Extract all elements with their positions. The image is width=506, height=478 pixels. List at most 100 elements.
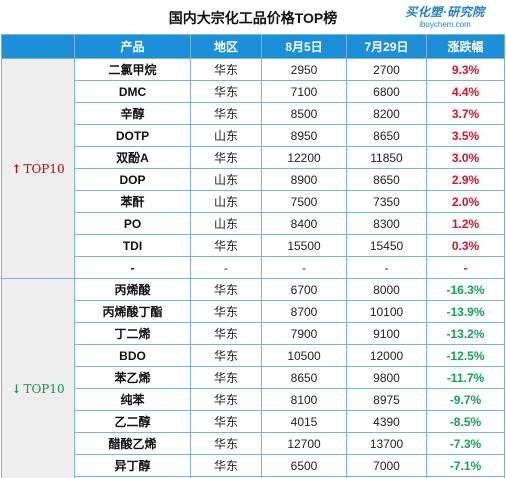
aug5-price-cell: 8650 bbox=[261, 366, 347, 389]
jul29-price-cell: 8650 bbox=[346, 168, 427, 191]
header-region: 地区 bbox=[190, 34, 262, 59]
product-cell: DMC bbox=[74, 80, 191, 103]
jul29-price-cell: 8200 bbox=[346, 102, 427, 125]
aug5-price-cell: 8400 bbox=[261, 212, 347, 235]
group-label-text: TOP10 bbox=[23, 161, 65, 176]
region-cell: 华东 bbox=[190, 234, 262, 257]
product-cell: 丙烯酸 bbox=[74, 278, 191, 301]
aug5-price-cell: 7500 bbox=[261, 190, 347, 213]
table-row: 纯苯 华东 8100 8975 -9.7% bbox=[2, 388, 505, 411]
region-cell: 山东 bbox=[190, 168, 262, 191]
header-product: 产品 bbox=[74, 34, 191, 59]
decline-group-label: ↓ TOP10 bbox=[1, 278, 75, 478]
region-cell: 华东 bbox=[190, 454, 262, 477]
table-row: EDC江阴33603610-6.9% bbox=[2, 476, 505, 478]
aug5-price-cell: 12700 bbox=[261, 432, 347, 455]
jul29-price-cell: 11850 bbox=[346, 146, 427, 169]
change-cell: -9.7% bbox=[426, 388, 505, 411]
brand-name: 买化塑·研究院 bbox=[405, 5, 485, 19]
aug5-price-cell: 8500 bbox=[261, 102, 347, 125]
table-row: 丙烯酸丁酯 华东 8700 10100 -13.9% bbox=[2, 300, 505, 323]
title-bar: 国内大宗化工品价格TOP榜 买化塑·研究院 ibuychem.com bbox=[0, 0, 506, 34]
aug5-price-cell: 10500 bbox=[261, 344, 347, 367]
aug5-price-cell: 12200 bbox=[261, 146, 347, 169]
product-cell: 苯酐 bbox=[74, 190, 191, 213]
product-cell: BDO bbox=[74, 344, 191, 367]
change-cell: -7.3% bbox=[426, 432, 505, 455]
brand-logo: 买化塑·研究院 ibuychem.com bbox=[392, 3, 498, 29]
change-cell: -16.3% bbox=[426, 278, 505, 301]
aug5-price-cell: 2950 bbox=[261, 58, 347, 81]
product-cell: 苯乙烯 bbox=[74, 366, 191, 389]
price-table: 产品 地区 8月5日 7月29日 涨跌幅 ↑ TOP10 二氯甲烷 华东 2950 270… bbox=[1, 34, 505, 478]
table-row: PO 山东 8400 8300 1.2% bbox=[2, 212, 505, 235]
product-cell: PO bbox=[74, 212, 191, 235]
arrow-up-icon: ↑ bbox=[11, 161, 22, 176]
change-cell: 4.4% bbox=[426, 80, 505, 103]
change-cell: - bbox=[426, 256, 505, 279]
table-row: TDI 华东 15500 15450 0.3% bbox=[2, 234, 505, 257]
jul29-price-cell: 15450 bbox=[346, 234, 427, 257]
aug5-price-cell: 8950 bbox=[261, 124, 347, 147]
table-header-row: 产品 地区 8月5日 7月29日 涨跌幅 bbox=[1, 34, 505, 59]
aug5-price-cell: 8700 bbox=[261, 300, 347, 323]
aug5-price-cell: 8900 bbox=[261, 168, 347, 191]
change-cell: 3.5% bbox=[426, 124, 505, 147]
table-row: ↓ TOP10 丙烯酸 华东 6700 8000 -16.3% bbox=[1, 278, 505, 478]
jul29-price-cell: 9100 bbox=[346, 322, 427, 345]
table-row: 双酚A 华东 12200 11850 3.0% bbox=[2, 146, 505, 169]
change-cell: 2.0% bbox=[426, 190, 505, 213]
header-change: 涨跌幅 bbox=[426, 34, 505, 59]
region-cell: - bbox=[190, 256, 262, 279]
jul29-price-cell: 7350 bbox=[346, 190, 427, 213]
product-cell: 丙烯酸丁酯 bbox=[74, 300, 191, 323]
header-aug5: 8月5日 bbox=[261, 34, 347, 59]
change-cell: -7.1% bbox=[426, 454, 505, 477]
change-cell: 0.3% bbox=[426, 234, 505, 257]
aug5-price-cell: 7900 bbox=[261, 322, 347, 345]
aug5-price-cell: 6700 bbox=[261, 278, 347, 301]
table-row: DOP 山东 8900 8650 2.9% bbox=[2, 168, 505, 191]
product-cell: DOTP bbox=[74, 124, 191, 147]
change-cell: 3.0% bbox=[426, 146, 505, 169]
table-row: BDO 华东 10500 12000 -12.5% bbox=[2, 344, 505, 367]
table-row: DMC 华东 7100 6800 4.4% bbox=[2, 80, 505, 103]
product-cell: DOP bbox=[74, 168, 191, 191]
arrow-down-icon: ↓ bbox=[11, 381, 22, 396]
table-row: ----- bbox=[2, 256, 505, 279]
product-cell: - bbox=[74, 256, 191, 279]
jul29-price-cell: 4390 bbox=[346, 410, 427, 433]
product-cell: 乙二醇 bbox=[74, 410, 191, 433]
table-row: ↑ TOP10 二氯甲烷 华东 2950 2700 9.3% bbox=[1, 58, 505, 279]
header-corner bbox=[1, 34, 75, 59]
group-label-text: TOP10 bbox=[23, 381, 65, 396]
region-cell: 华东 bbox=[190, 146, 262, 169]
table-row: 辛醇 华东 8500 8200 3.7% bbox=[2, 102, 505, 125]
change-cell: 3.7% bbox=[426, 102, 505, 125]
region-cell: 山东 bbox=[190, 212, 262, 235]
region-cell: 华东 bbox=[190, 344, 262, 367]
jul29-price-cell: 12000 bbox=[346, 344, 427, 367]
jul29-price-cell: 8975 bbox=[346, 388, 427, 411]
jul29-price-cell: 8300 bbox=[346, 212, 427, 235]
region-cell: 山东 bbox=[190, 190, 262, 213]
product-cell: 辛醇 bbox=[74, 102, 191, 125]
region-cell: 华东 bbox=[190, 80, 262, 103]
change-cell: -11.7% bbox=[426, 366, 505, 389]
product-cell: 双酚A bbox=[74, 146, 191, 169]
jul29-price-cell: 8650 bbox=[346, 124, 427, 147]
jul29-price-cell: 8000 bbox=[346, 278, 427, 301]
table-body: ↑ TOP10 二氯甲烷 华东 2950 2700 9.3% DMC 华东 7100 6800 4.4… bbox=[1, 58, 505, 478]
change-cell: 1.2% bbox=[426, 212, 505, 235]
jul29-price-cell: 10100 bbox=[346, 300, 427, 323]
brand-url: ibuychem.com bbox=[419, 20, 471, 29]
aug5-price-cell: 8100 bbox=[261, 388, 347, 411]
page-title: 国内大宗化工品价格TOP榜 bbox=[168, 10, 338, 26]
change-cell: -8.5% bbox=[426, 410, 505, 433]
table-row: 异丁醇 华东 6500 7000 -7.1% bbox=[2, 454, 505, 477]
product-cell: 丁二烯 bbox=[74, 322, 191, 345]
table-row: 丁二烯 华东 7900 9100 -13.2% bbox=[2, 322, 505, 345]
aug5-price-cell: 6500 bbox=[261, 454, 347, 477]
rise-group-label: ↑ TOP10 bbox=[1, 58, 75, 279]
region-cell: 华东 bbox=[190, 432, 262, 455]
